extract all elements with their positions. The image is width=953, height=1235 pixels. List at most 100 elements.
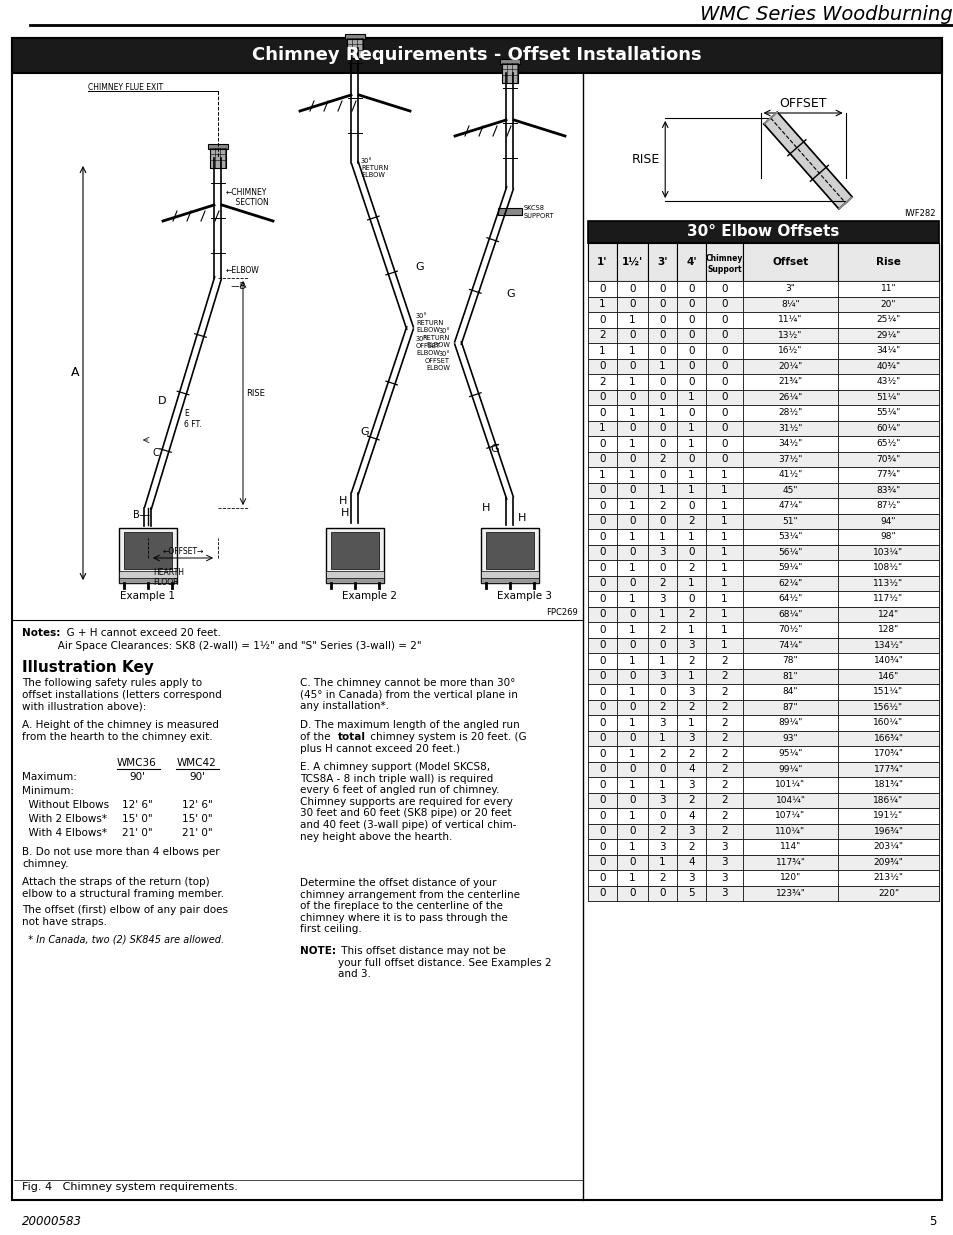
Text: E. A chimney support (Model SKCS8,
TCS8A - 8 inch triple wall) is required
every: E. A chimney support (Model SKCS8, TCS8A… xyxy=(299,762,516,841)
Bar xyxy=(742,606,837,622)
Bar xyxy=(705,869,742,885)
Bar xyxy=(587,243,938,282)
Text: —B: —B xyxy=(226,282,245,291)
Bar xyxy=(837,777,938,793)
Text: 0: 0 xyxy=(629,795,635,805)
Text: D. The maximum length of the angled run: D. The maximum length of the angled run xyxy=(299,720,519,730)
Bar xyxy=(677,374,705,389)
Bar xyxy=(837,389,938,405)
Text: 1: 1 xyxy=(598,424,605,433)
Text: 30°
OFFSET
ELBOW: 30° OFFSET ELBOW xyxy=(416,336,440,356)
Bar xyxy=(647,374,677,389)
Text: 0: 0 xyxy=(598,284,605,294)
Bar xyxy=(742,514,837,529)
Text: 0: 0 xyxy=(629,826,635,836)
Bar xyxy=(647,452,677,467)
Bar xyxy=(587,606,938,622)
Bar xyxy=(587,576,938,592)
Bar xyxy=(587,746,617,762)
Bar xyxy=(742,808,837,824)
Bar xyxy=(647,312,677,327)
Text: 0: 0 xyxy=(687,408,694,417)
Bar xyxy=(587,559,617,576)
Bar xyxy=(587,358,938,374)
Text: 0: 0 xyxy=(598,842,605,852)
Bar xyxy=(677,746,705,762)
Bar xyxy=(647,296,677,312)
Bar xyxy=(587,243,617,282)
Text: 1: 1 xyxy=(720,516,727,526)
Bar xyxy=(837,467,938,483)
Text: 0: 0 xyxy=(659,640,665,651)
Text: 12' 6": 12' 6" xyxy=(181,800,213,810)
Text: 0: 0 xyxy=(598,672,605,682)
Bar xyxy=(617,684,647,699)
Text: 93": 93" xyxy=(781,734,798,742)
Text: 2: 2 xyxy=(720,795,727,805)
Bar xyxy=(587,405,617,420)
Text: 3: 3 xyxy=(687,826,694,836)
Text: ←CHIMNEY
    SECTION: ←CHIMNEY SECTION xyxy=(226,188,269,207)
Text: 1: 1 xyxy=(720,547,727,557)
Bar xyxy=(677,668,705,684)
Bar xyxy=(837,374,938,389)
Text: 16½": 16½" xyxy=(778,346,801,356)
Bar xyxy=(587,529,617,545)
Bar xyxy=(647,282,677,296)
Bar xyxy=(124,532,172,569)
Bar xyxy=(677,824,705,839)
Bar xyxy=(677,452,705,467)
Text: 1: 1 xyxy=(659,779,665,789)
Text: 0: 0 xyxy=(659,888,665,898)
Text: 0: 0 xyxy=(598,857,605,867)
Text: 1: 1 xyxy=(629,594,635,604)
Text: 0: 0 xyxy=(659,377,665,387)
Text: 1: 1 xyxy=(720,609,727,619)
Bar xyxy=(705,545,742,559)
Text: 0: 0 xyxy=(598,516,605,526)
Text: 0: 0 xyxy=(720,346,727,356)
Bar xyxy=(677,545,705,559)
Bar xyxy=(647,637,677,653)
Text: 2: 2 xyxy=(720,672,727,682)
Text: 120": 120" xyxy=(779,873,801,882)
Text: Maximum:: Maximum: xyxy=(22,772,77,782)
Bar xyxy=(587,885,617,902)
Bar xyxy=(677,296,705,312)
Text: IWF282: IWF282 xyxy=(903,209,935,219)
Bar xyxy=(119,529,177,583)
Bar xyxy=(742,855,837,869)
Text: 3": 3" xyxy=(784,284,795,293)
Bar xyxy=(677,420,705,436)
Bar xyxy=(742,559,837,576)
Text: The following safety rules apply to
offset installations (letters correspond
wit: The following safety rules apply to offs… xyxy=(22,678,221,711)
Bar xyxy=(617,436,647,452)
Text: 0: 0 xyxy=(687,500,694,511)
Bar xyxy=(677,243,705,282)
Text: 62¼": 62¼" xyxy=(778,579,801,588)
Text: 1: 1 xyxy=(598,346,605,356)
Text: * In Canada, two (2) SK845 are allowed.: * In Canada, two (2) SK845 are allowed. xyxy=(22,935,224,945)
Bar xyxy=(587,855,938,869)
Text: H: H xyxy=(340,508,349,517)
Text: 3: 3 xyxy=(720,857,727,867)
Bar xyxy=(347,38,363,58)
Text: 60¼": 60¼" xyxy=(876,424,900,432)
Bar xyxy=(326,529,384,583)
Bar xyxy=(742,885,837,902)
Text: NOTE:: NOTE: xyxy=(299,946,335,956)
Bar xyxy=(647,808,677,824)
Bar xyxy=(647,405,677,420)
Text: 1: 1 xyxy=(687,718,694,727)
Bar xyxy=(837,312,938,327)
Text: With 4 Elbows*: With 4 Elbows* xyxy=(22,827,107,839)
Bar xyxy=(587,296,617,312)
Text: 83¾": 83¾" xyxy=(876,485,900,495)
Bar xyxy=(587,327,617,343)
Bar xyxy=(587,777,617,793)
Bar xyxy=(677,498,705,514)
Text: 1: 1 xyxy=(687,625,694,635)
Bar xyxy=(705,684,742,699)
Bar xyxy=(647,576,677,592)
Text: 3': 3' xyxy=(657,257,667,267)
